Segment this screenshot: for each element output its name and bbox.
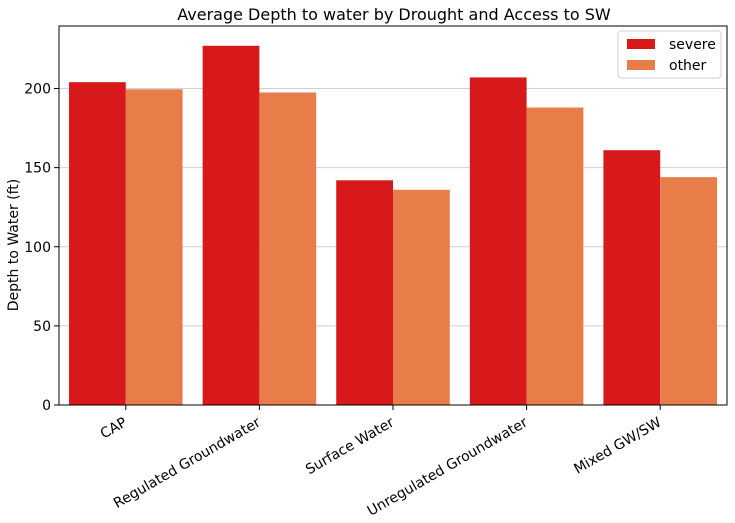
- x-tick-label: Regulated Groundwater: [111, 414, 264, 511]
- y-tick-label: 0: [42, 398, 51, 414]
- legend-swatch-severe: [627, 39, 655, 49]
- legend: severe other: [617, 30, 722, 79]
- bar-severe: [469, 77, 527, 406]
- legend-label-other: other: [669, 58, 707, 74]
- bars: [69, 45, 717, 406]
- bar-severe: [202, 45, 260, 405]
- bar-other: [125, 89, 183, 406]
- x-tick-label: CAP: [98, 415, 130, 443]
- y-axis-ticks: 0 50 100 150 200: [24, 82, 59, 414]
- bar-severe: [69, 82, 126, 405]
- bar-other: [393, 189, 450, 405]
- bar-other: [660, 177, 717, 405]
- y-tick-label: 50: [33, 319, 51, 335]
- bar-severe: [336, 180, 393, 405]
- chart-title: Average Depth to water by Drought and Ac…: [177, 5, 611, 24]
- legend-label-severe: severe: [669, 37, 716, 53]
- bar-other: [259, 92, 317, 405]
- x-tick-label: Surface Water: [303, 414, 397, 478]
- bar-other: [526, 107, 584, 405]
- y-tick-label: 100: [24, 240, 51, 256]
- bar-severe: [603, 150, 661, 405]
- legend-swatch-other: [627, 60, 655, 70]
- y-axis-label: Depth to Water (ft): [6, 179, 22, 312]
- y-tick-label: 200: [24, 82, 51, 98]
- y-tick-label: 150: [24, 161, 51, 177]
- x-tick-label: Mixed GW/SW: [571, 415, 664, 478]
